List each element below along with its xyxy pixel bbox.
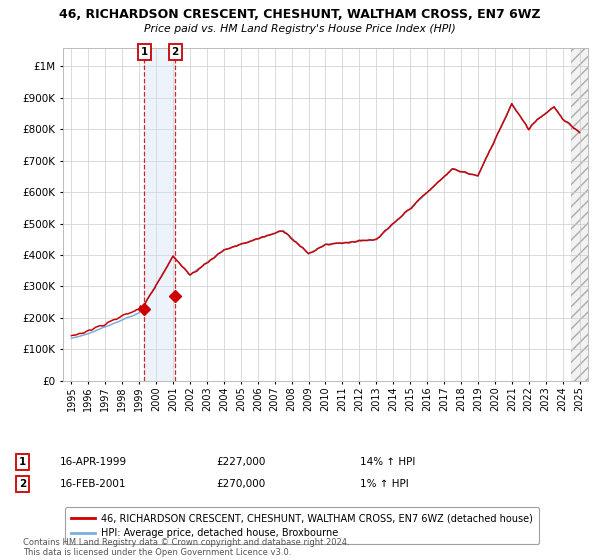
- Text: 1% ↑ HPI: 1% ↑ HPI: [360, 479, 409, 489]
- Text: Price paid vs. HM Land Registry's House Price Index (HPI): Price paid vs. HM Land Registry's House …: [144, 24, 456, 34]
- Bar: [571, 48, 588, 381]
- Text: 1: 1: [19, 457, 26, 467]
- Legend: 46, RICHARDSON CRESCENT, CHESHUNT, WALTHAM CROSS, EN7 6WZ (detached house), HPI:: 46, RICHARDSON CRESCENT, CHESHUNT, WALTH…: [65, 507, 539, 544]
- Text: Contains HM Land Registry data © Crown copyright and database right 2024.
This d: Contains HM Land Registry data © Crown c…: [23, 538, 349, 557]
- Text: 2: 2: [19, 479, 26, 489]
- Text: 14% ↑ HPI: 14% ↑ HPI: [360, 457, 415, 467]
- Text: 16-FEB-2001: 16-FEB-2001: [60, 479, 127, 489]
- Text: 2: 2: [172, 47, 179, 57]
- Text: 16-APR-1999: 16-APR-1999: [60, 457, 127, 467]
- Text: £227,000: £227,000: [216, 457, 265, 467]
- Text: £270,000: £270,000: [216, 479, 265, 489]
- Text: 46, RICHARDSON CRESCENT, CHESHUNT, WALTHAM CROSS, EN7 6WZ: 46, RICHARDSON CRESCENT, CHESHUNT, WALTH…: [59, 8, 541, 21]
- Text: 1: 1: [140, 47, 148, 57]
- Bar: [571, 48, 588, 381]
- Bar: [144, 48, 175, 381]
